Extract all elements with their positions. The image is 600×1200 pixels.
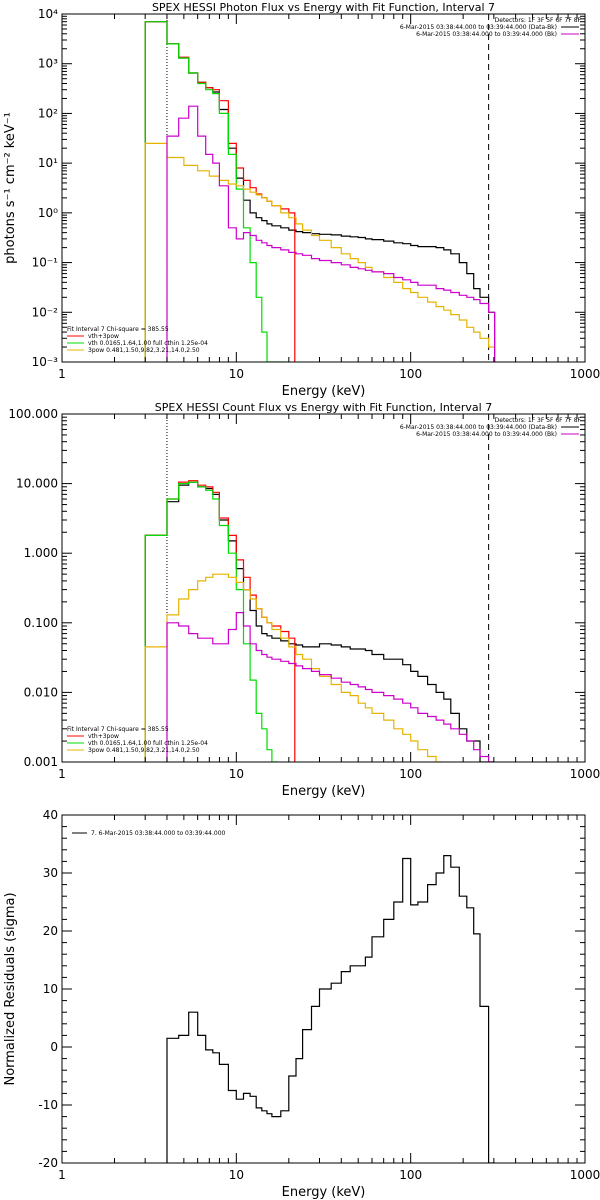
legend-entry-label: 6-Mar-2015 03:38:44.000 to 03:39:44.000 … (416, 31, 557, 38)
x-tick-label: 1 (58, 1168, 66, 1182)
x-tick-label: 1000 (570, 767, 600, 781)
plot-frame (61, 13, 586, 363)
y-axis-label: photons s⁻¹ cm⁻² keV⁻¹ (3, 112, 18, 264)
y-tick-label: 10⁰ (38, 206, 58, 220)
y-tick-label: 10⁻¹ (32, 256, 59, 270)
y-tick-label: 10.000 (16, 477, 58, 491)
legend-entry-label: Fit Interval 7 Chi-square = 385.55 (67, 726, 169, 733)
y-tick-label: 1.000 (24, 546, 58, 560)
y-tick-label: 10 (43, 982, 58, 996)
series-group (166, 855, 495, 1163)
y-tick-label: 10³ (38, 57, 58, 71)
legend-entry-label: 6-Mar-2015 03:38:44.000 to 03:39:44.000 … (400, 424, 557, 431)
y-axis-label: Normalized Residuals (sigma) (3, 892, 18, 1085)
x-tick-label: 1000 (570, 367, 600, 381)
y-tick-label: 40 (43, 808, 58, 822)
legend-entry-label: vth+3pow (88, 333, 119, 340)
x-axis-label: Energy (keV) (282, 1185, 366, 1200)
series-group (144, 480, 495, 762)
x-tick-label: 100 (399, 767, 422, 781)
y-tick-label: 10² (38, 106, 58, 120)
legend-entry-label: vth 0.0165,1.64,1.00 full cthin 1.25e-04 (88, 740, 208, 747)
chart-title: SPEX HESSI Count Flux vs Energy with Fit… (155, 401, 492, 414)
series-group (144, 21, 496, 362)
legend-entry-label: 6-Mar-2015 03:38:44.000 to 03:39:44.000 … (400, 24, 557, 31)
y-tick-label: 10⁻³ (32, 355, 59, 369)
legend-entry-label: Fit Interval 7 Chi-square = 385.55 (67, 326, 169, 333)
residuals-panel: 1 10 100 1000 Energy (keV) -20 -10 0 10 20 30 40 Nor… (3, 808, 600, 1200)
legend-entry-label: vth 0.0165,1.64,1.00 full cthin 1.25e-04 (88, 340, 208, 347)
series-line-0 (166, 855, 495, 1163)
y-tick-label: 0.010 (24, 685, 58, 699)
x-axis-label: Energy (keV) (282, 784, 366, 799)
y-tick-label: 0 (50, 1040, 58, 1054)
y-tick-label: 10⁴ (38, 7, 58, 21)
legend-entry-label: 3pow 0.481,1.50,9.82,3.21,14.0,2.50 (88, 347, 200, 354)
plot-frame (61, 413, 586, 763)
series-line-4 (166, 612, 495, 762)
y-tick-label: -10 (38, 1098, 58, 1112)
x-tick-label: 1 (58, 767, 66, 781)
series-line-1 (144, 21, 296, 362)
x-tick-label: 10 (229, 367, 244, 381)
legend-entry-label: Detectors: 1F 3F 5F 6F 7F 8F (495, 17, 582, 24)
legend-entry-label: Detectors: 1F 3F 5F 6F 7F 8F (495, 417, 582, 424)
photon-flux-panel: SPEX HESSI Photon Flux vs Energy with Fi… (3, 1, 600, 399)
y-tick-label: 0.001 (24, 755, 58, 769)
y-tick-label: 20 (43, 924, 58, 938)
x-axis-label: Energy (keV) (282, 384, 366, 399)
x-tick-label: 1 (58, 367, 66, 381)
x-tick-label: 10 (229, 767, 244, 781)
x-tick-label: 100 (399, 367, 422, 381)
legend-entry-label: 7. 6-Mar-2015 03:38:44.000 to 03:39:44.0… (91, 830, 226, 837)
series-line-2 (144, 481, 278, 762)
legend-entry-label: 6-Mar-2015 03:38:44.000 to 03:39:44.000 … (416, 431, 557, 438)
x-tick-label: 100 (399, 1168, 422, 1182)
x-tick-label: 1000 (570, 1168, 600, 1182)
series-line-4 (166, 105, 496, 362)
y-tick-label: 30 (43, 866, 58, 880)
legend-entry-label: vth+3pow (88, 733, 119, 740)
y-tick-label: 0.100 (24, 616, 58, 630)
y-tick-label: 100.000 (8, 407, 58, 421)
y-tick-label: -20 (38, 1156, 58, 1170)
x-tick-label: 10 (229, 1168, 244, 1182)
count-flux-panel: SPEX HESSI Count Flux vs Energy with Fit… (8, 401, 600, 799)
series-line-3 (144, 142, 496, 362)
series-line-2 (144, 21, 287, 362)
y-tick-label: 10¹ (38, 156, 58, 170)
chart-title: SPEX HESSI Photon Flux vs Energy with Fi… (152, 1, 495, 14)
series-line-3 (144, 573, 443, 762)
legend-entry-label: 3pow 0.481,1.50,9.82,3.21,14.0,2.50 (88, 747, 200, 754)
series-line-0 (144, 481, 495, 762)
y-tick-label: 10⁻² (32, 305, 59, 319)
